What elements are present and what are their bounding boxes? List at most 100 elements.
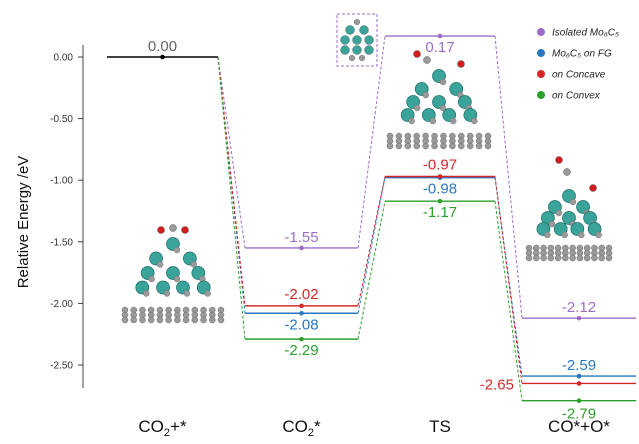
structure-co-o-c-3-1 [561,231,568,239]
structure-co2-initial-c-3-3 [204,290,211,297]
structure-co-o-base-2-4 [554,254,562,262]
structure-co2-initial-base-2-11 [217,316,225,324]
structure-ts-ads-0 [423,56,431,64]
structure-ts-base-2-2 [404,142,412,150]
y-tick-label-5: -2.50 [50,361,73,372]
structure-ts-base-2-9 [466,142,474,150]
structure-ts-ads-2 [457,60,465,68]
structure-ts [386,50,492,150]
structure-co-o-base-2-11 [605,254,613,262]
structure-ts-c-3-1 [429,117,437,125]
level-dot-s1-1 [299,310,304,316]
category-label-2-part-0: TS [429,417,451,436]
structure-ts-base-2-8 [458,142,465,150]
level-dot-s0-1 [299,245,304,251]
structure-co2-initial-base-2-4 [156,316,164,324]
structure-co-o-base-2-10 [598,254,605,262]
level-dot-s3-2 [437,198,443,204]
category-label-0: CO2+* [138,417,187,439]
inset-atom-4 [352,35,362,45]
structure-co2-initial-c-3-1 [163,290,171,297]
value-label-s3-3: -2.79 [562,406,596,423]
legend-label-3: on Convex [552,91,601,102]
structure-co2-initial-c-1-1 [190,261,198,268]
level-dot-s3-3 [576,398,582,404]
structure-ts-c-3-3 [471,117,478,125]
structure-ts-c-2-0 [413,104,421,112]
structure-co2-initial-ads-2 [181,226,189,234]
legend: Isolated Mo₆C₅ Mo₆C₅ on FG on Concave on Co… [537,28,619,102]
category-label-1-part-0: CO [282,417,308,436]
value-label-s1-1: -2.08 [284,316,318,333]
inset-box [336,13,378,67]
value-label-s0-2: 0.17 [425,39,454,56]
structure-co-o-base-2-0 [525,254,533,262]
structure-co-o-base-2-2 [540,254,547,262]
category-label-3-part-0: CO*+O* [548,417,610,436]
structure-co-o-ads-0 [563,168,571,176]
y-tick-label-3: -1.50 [50,237,73,248]
structure-ts-base-2-10 [475,142,483,150]
value-label-s2-2: -0.97 [423,157,457,174]
structure-co2-initial-c-2-1 [173,275,181,283]
inset-atom-5 [364,35,374,45]
structure-ts-c-3-0 [408,117,415,125]
value-label-initial: 0.00 [148,38,177,55]
value-label-s0-3: -2.12 [562,299,596,316]
structure-ts-ads-1 [413,50,421,58]
structure-ts-base-2-3 [413,142,420,150]
level-dot-s2-3 [576,381,582,386]
connector-s2-1 [357,176,386,306]
energy-levels [107,33,636,404]
y-tick-label-2: -1.00 [50,176,73,187]
structure-co2-initial-ads-0 [157,226,165,234]
level-dot-s0-2 [437,33,443,39]
value-label-s3-2: -1.17 [423,204,457,221]
inset-atom-7 [352,45,362,55]
structure-co2-initial-base-2-0 [121,316,129,324]
value-label-s3-1: -2.29 [284,342,318,359]
level-dot-s1-3 [576,373,582,379]
inset-atom-2 [359,25,369,35]
y-tick-label-4: -2.00 [50,299,73,310]
legend-marker-1 [537,49,545,57]
structure-co-o [525,156,613,262]
level-dot-s0-3 [576,315,582,321]
legend-label-1: Mo₆C₅ on FG [552,49,612,60]
structure-co2-initial-base-2-8 [191,316,199,324]
y-axis-title: Relative Energy /eV [15,156,32,289]
value-labels: 0.00 -1.55 0.17 -2.12 -2.08 -0.98 -2.59 -2.02 -0… [148,38,596,423]
structure-ts-c-3-2 [449,117,457,125]
structure-ts-base-2-0 [386,142,394,150]
structure-co-o-c-1-0 [555,209,563,217]
inset-atom-6 [340,45,350,55]
value-label-s2-3: -2.65 [480,376,514,393]
structure-co2-initial-base-2-2 [139,316,146,324]
inset-atom-0 [354,19,361,26]
connector-s3-1 [357,201,386,340]
structure-ts-base-2-11 [484,142,492,150]
structure-co2-initial-base-2-1 [130,316,137,324]
structure-ts-base-2-6 [440,142,447,150]
inset-atom-8 [364,45,374,55]
structure-co2-initial-c-1-0 [156,261,164,268]
connector-s3-2 [494,201,523,401]
structure-co2-initial-base-2-7 [182,316,190,324]
structure-co2-initial-c-3-2 [183,290,191,297]
legend-marker-0 [537,28,545,36]
inset-atom-10 [359,55,366,62]
x-category-labels: CO2+* CO2* TS CO*+O* [138,417,610,439]
structure-co-o-c-3-3 [595,231,602,239]
connector-s0-2 [494,36,523,319]
structure-ts-base-2-4 [422,142,429,150]
structure-illustrations [121,13,613,324]
category-label-3: CO*+O* [548,417,610,436]
structure-co-o-base-2-8 [583,254,591,262]
value-label-s1-2: -0.98 [423,181,457,198]
legend-marker-3 [537,91,545,99]
structure-co-o-c-0-0 [569,198,577,206]
y-tick-label-1: -0.50 [50,114,73,125]
connector-s0-1 [357,35,386,249]
structure-co2-initial-base-2-9 [200,316,207,324]
